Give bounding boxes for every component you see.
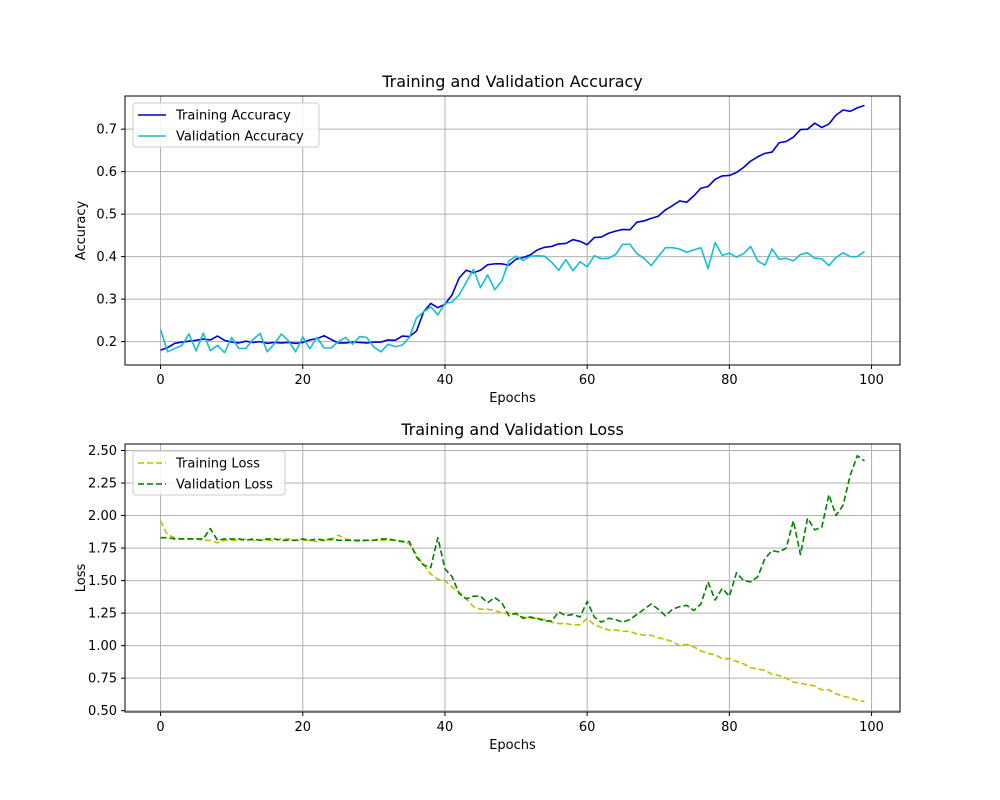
loss-legend-box	[132, 450, 286, 496]
accuracy-y-axis-label: Accuracy	[74, 201, 89, 261]
accuracy-axes-frame	[124, 95, 901, 366]
loss-y-tick-label: 0.75	[88, 672, 117, 687]
accuracy-y-tick-label: 0.6	[96, 165, 117, 180]
loss-x-tick-label: 100	[859, 720, 884, 735]
validation-loss-line	[160, 454, 865, 624]
loss-x-tick-label: 60	[579, 720, 596, 735]
accuracy-x-tick-label: 80	[721, 373, 738, 388]
accuracy-x-axis-label: Epochs	[489, 391, 536, 406]
loss-x-axis-label: Epochs	[489, 738, 536, 753]
loss-y-tick-label: 1.75	[88, 542, 117, 557]
accuracy-x-tick-label: 100	[859, 373, 884, 388]
loss-y-tick-label: 2.00	[88, 509, 117, 524]
accuracy-y-tick-label: 0.4	[96, 250, 117, 265]
training-accuracy-legend-label: Training Accuracy	[175, 109, 291, 124]
accuracy-y-tick-label: 0.7	[96, 123, 117, 138]
accuracy-x-tick-label: 20	[294, 373, 311, 388]
loss-x-tick-label: 40	[437, 720, 454, 735]
training-accuracy-line	[160, 104, 865, 351]
loss-y-tick-label: 1.00	[88, 639, 117, 654]
loss-x-tick-label: 20	[294, 720, 311, 735]
loss-series-group	[159, 454, 865, 703]
loss-x-tick-label: 80	[721, 720, 738, 735]
validation-accuracy-legend-label: Validation Accuracy	[176, 130, 304, 145]
loss-y-tick-label: 2.50	[88, 444, 117, 459]
loss-legend: Training Loss Validation Loss	[132, 450, 286, 496]
accuracy-x-tick-label: 0	[156, 373, 164, 388]
accuracy-y-tick-label: 0.5	[96, 208, 117, 223]
accuracy-y-tick-label: 0.2	[96, 335, 117, 350]
loss-panel: 0 20 40 60 80 100 0.50 0.75 1.00 1.25 1.50 1.75 2.00…	[74, 420, 901, 753]
accuracy-legend-box	[132, 102, 320, 148]
loss-x-tick-label: 0	[156, 720, 164, 735]
accuracy-panel: 0 20 40 60 80 100 0.2 0.3 0.4 0.5 0.6 0.7 Training a…	[74, 72, 901, 406]
loss-y-tick-label: 0.50	[88, 704, 117, 719]
accuracy-y-tick-label: 0.3	[96, 293, 117, 308]
validation-accuracy-line	[159, 241, 865, 354]
loss-chart-title: Training and Validation Loss	[400, 420, 624, 439]
loss-y-axis-label: Loss	[74, 564, 89, 593]
loss-y-tick-label: 1.50	[88, 574, 117, 589]
accuracy-x-tick-label: 40	[437, 373, 454, 388]
loss-y-tick-label: 2.25	[88, 477, 117, 492]
accuracy-x-tick-label: 60	[579, 373, 596, 388]
accuracy-legend: Training Accuracy Validation Accuracy	[132, 102, 320, 148]
loss-axes-frame	[124, 443, 901, 713]
accuracy-series-group	[159, 104, 865, 354]
training-loss-legend-label: Training Loss	[175, 457, 260, 472]
accuracy-chart-title: Training and Validation Accuracy	[381, 72, 643, 91]
loss-y-tick-label: 1.25	[88, 607, 117, 622]
validation-loss-legend-label: Validation Loss	[176, 478, 273, 493]
